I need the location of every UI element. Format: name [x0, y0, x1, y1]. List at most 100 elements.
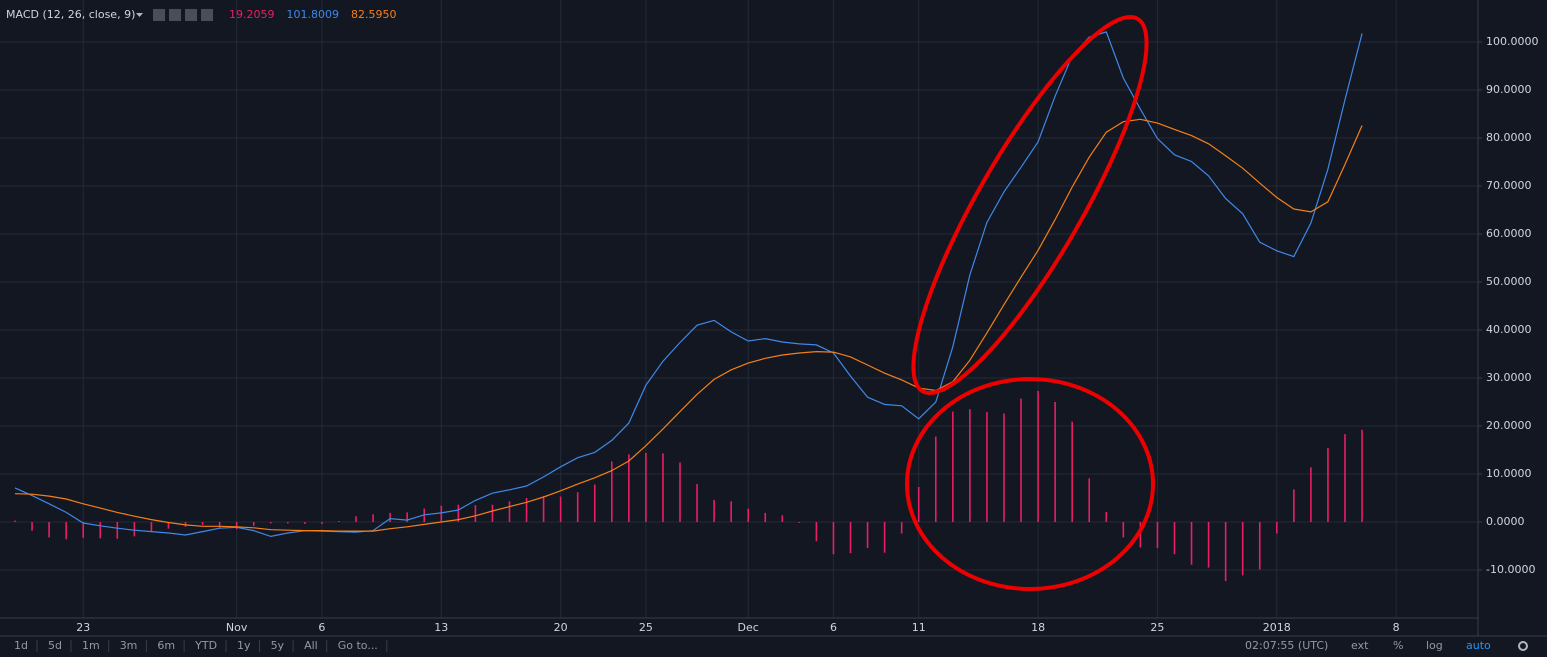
indicator-value: 101.8009 [287, 8, 340, 21]
range-button[interactable]: 5d [48, 639, 62, 652]
histogram-bar [48, 522, 50, 538]
range-button[interactable]: 3m [120, 639, 138, 652]
y-tick-label: 80.0000 [1486, 131, 1532, 144]
histogram-bar [934, 436, 937, 522]
x-tick-label: 6 [830, 621, 837, 634]
histogram-bar [662, 453, 664, 522]
x-tick-label: 20 [554, 621, 568, 634]
histogram-bar [338, 521, 340, 522]
range-button[interactable]: 6m [157, 639, 175, 652]
histogram-bar [1344, 434, 1346, 522]
histogram-bar [1037, 390, 1039, 522]
range-button[interactable]: 1m [82, 639, 100, 652]
toolbar: 1d 5d 1m 3m 6m YTD 1y 5y All Go to... 02:07:55 (UT… [14, 639, 1491, 652]
range-button[interactable]: Go to... [338, 639, 378, 652]
histogram-bar [321, 522, 323, 524]
histogram-bar [1122, 522, 1125, 538]
y-tick-label: 10.0000 [1486, 467, 1532, 480]
histogram-bar [849, 522, 852, 554]
histogram-bar [542, 496, 545, 522]
histogram-bar [1293, 489, 1295, 522]
histogram-bar [355, 516, 357, 522]
option-button[interactable]: log [1426, 639, 1443, 652]
dropdown-arrow[interactable] [136, 13, 143, 17]
histogram-bar [1241, 522, 1244, 576]
range-button[interactable]: All [304, 639, 318, 652]
histogram-bar [235, 522, 238, 530]
x-tick-label: 23 [76, 621, 90, 634]
button[interactable] [185, 9, 197, 21]
histogram-bar [440, 505, 443, 522]
histogram-bar [610, 461, 613, 522]
histogram-bar [406, 512, 408, 522]
histogram-bar [900, 522, 903, 534]
option-button[interactable]: % [1393, 639, 1403, 652]
histogram-bar [150, 522, 153, 532]
x-tick-label: Dec [738, 621, 759, 634]
indicator-values: 19.2059 101.8009 82.5950 [229, 8, 397, 21]
histogram-bar [1054, 402, 1056, 522]
line-series [14, 31, 1363, 538]
y-tick-label: 60.0000 [1486, 227, 1532, 240]
histogram-bar [1310, 467, 1312, 522]
histogram-bar [832, 522, 835, 555]
indicator-title[interactable]: MACD (12, 26, close, 9) [6, 8, 135, 21]
button[interactable] [169, 9, 181, 21]
range-button[interactable]: 1d [14, 639, 28, 652]
annotation-ellipse [905, 377, 1155, 591]
histogram-bar [1258, 522, 1261, 570]
histogram-bar [1139, 522, 1142, 548]
histogram-bar [116, 522, 119, 539]
button[interactable] [201, 9, 213, 21]
histogram-bar [628, 454, 630, 522]
histogram-bar [764, 512, 767, 522]
histogram-bar [269, 522, 272, 524]
histogram-bar [1173, 522, 1176, 555]
histogram-bar [99, 522, 102, 539]
option-button[interactable]: auto [1466, 639, 1491, 652]
histogram-bar [713, 499, 715, 522]
histogram-bar [287, 522, 289, 524]
grid [0, 0, 1478, 618]
option-button[interactable]: ext [1351, 639, 1369, 652]
histogram-bar [798, 522, 801, 523]
histogram-bar [593, 484, 596, 522]
histogram-bar [1190, 522, 1193, 565]
histogram-bar [576, 492, 579, 522]
histogram-bar [883, 522, 886, 553]
histogram-bar [969, 409, 971, 522]
y-tick-label: 0.0000 [1486, 515, 1525, 528]
range-button[interactable]: 5y [271, 639, 285, 652]
settings-icon[interactable] [1518, 641, 1528, 651]
y-tick-label: 90.0000 [1486, 83, 1532, 96]
x-tick-label: 2018 [1263, 621, 1291, 634]
histogram-bar [201, 522, 204, 525]
range-button[interactable]: YTD [194, 639, 217, 652]
histogram-bar [866, 522, 869, 548]
histogram-bar [679, 462, 681, 522]
histogram-bar [167, 522, 170, 529]
histogram-bar [696, 484, 698, 522]
x-tick-label: 18 [1031, 621, 1045, 634]
x-tick-label: Nov [226, 621, 248, 634]
histogram-bar [304, 522, 306, 524]
y-tick-label: 20.0000 [1486, 419, 1532, 432]
histogram-bar [252, 522, 255, 526]
x-tick-label: 25 [1150, 621, 1164, 634]
y-tick-label: 70.0000 [1486, 179, 1532, 192]
annotation-ellipse [911, 14, 1149, 396]
histogram-bar [1361, 429, 1363, 522]
histogram-bar [491, 504, 494, 522]
x-tick-label: 6 [318, 621, 325, 634]
histogram-bar [133, 522, 136, 537]
button[interactable] [153, 9, 165, 21]
range-button[interactable]: 1y [237, 639, 251, 652]
histogram-bar [525, 498, 528, 522]
histogram-bar [82, 522, 85, 538]
histogram-bar [747, 508, 750, 522]
histogram-bar [474, 505, 477, 522]
x-tick-label: 25 [639, 621, 653, 634]
indicator-value: 82.5950 [351, 8, 397, 21]
